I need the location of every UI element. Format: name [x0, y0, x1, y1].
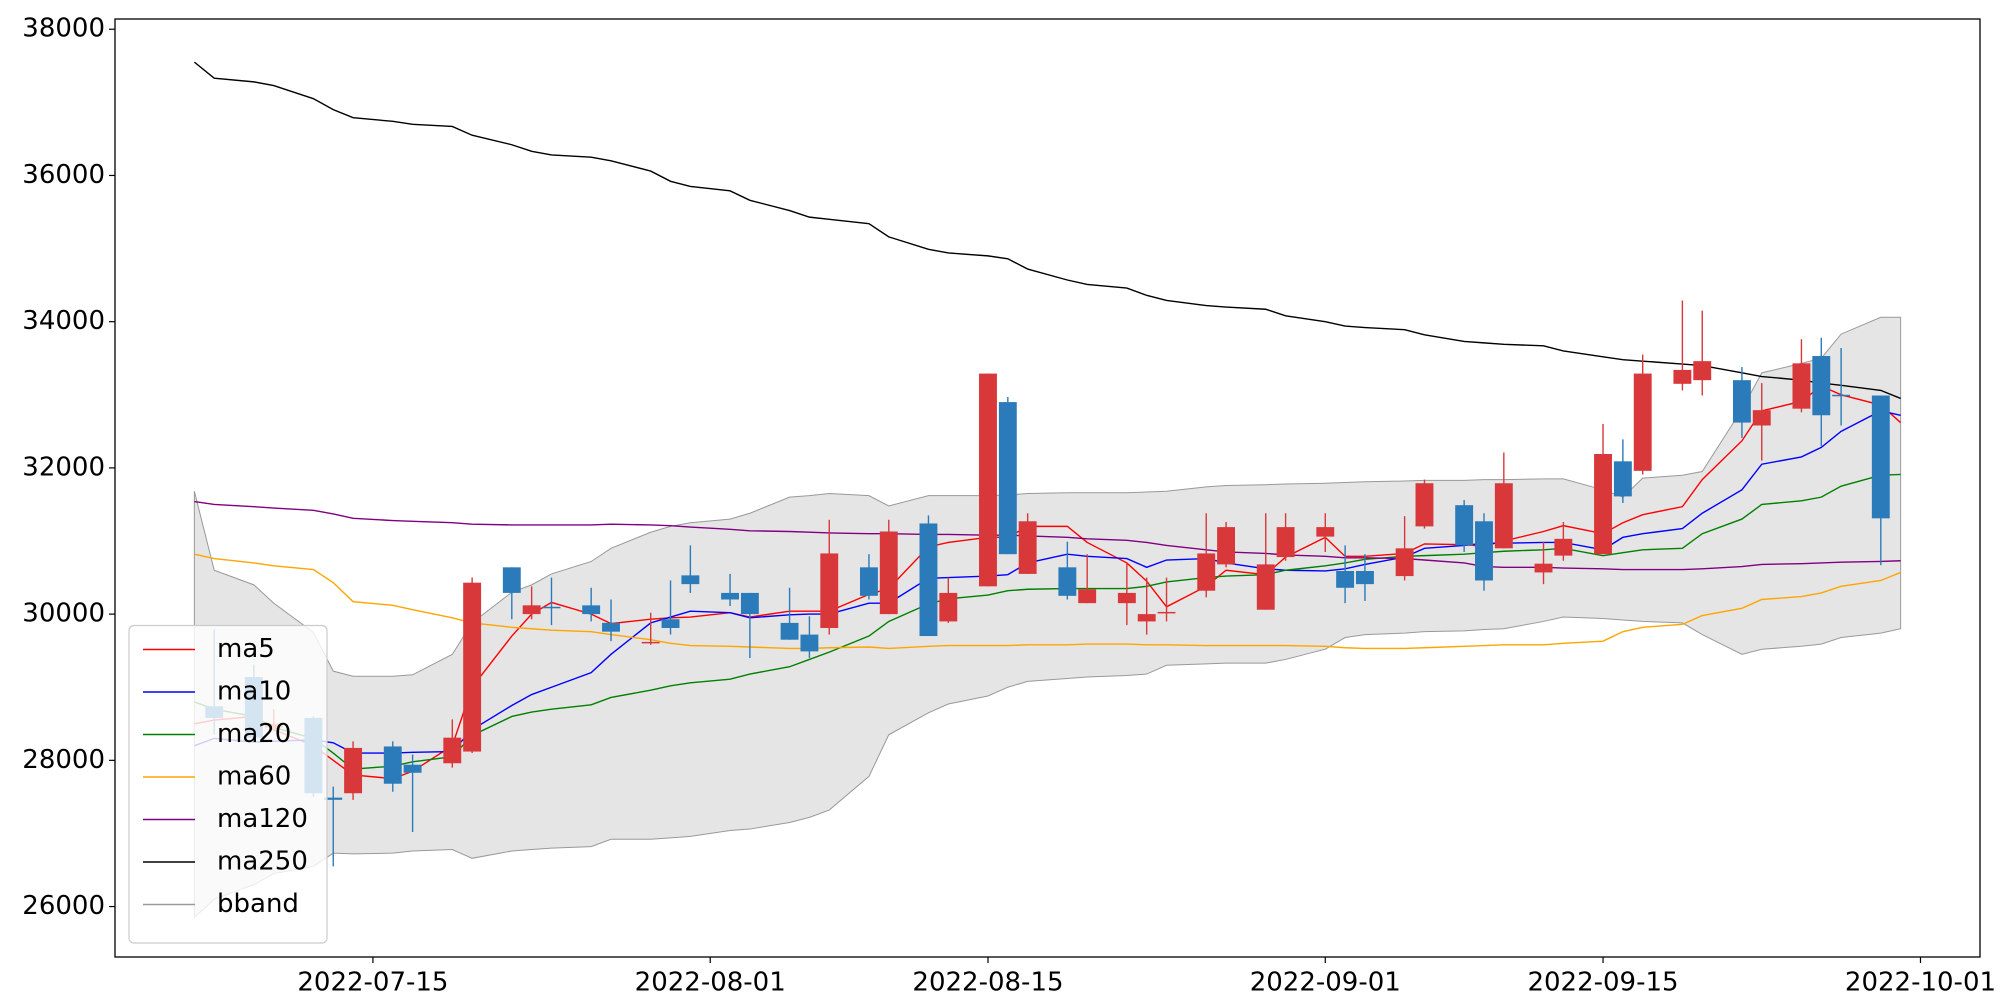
candle-body: [1336, 570, 1355, 588]
candle-body: [800, 634, 819, 652]
candle-body: [602, 622, 620, 632]
candle-body: [1018, 521, 1037, 574]
candle-body: [1554, 538, 1573, 556]
candle-body: [1792, 363, 1811, 409]
candle-body: [641, 641, 660, 644]
y-tick-label: 32000: [22, 452, 105, 482]
candle-body: [403, 764, 422, 773]
candle-body: [939, 592, 958, 622]
y-tick-label: 26000: [22, 891, 105, 921]
legend-label: ma120: [217, 804, 308, 834]
candle-body: [1673, 369, 1692, 384]
legend-label: ma60: [217, 762, 291, 792]
y-tick-label: 30000: [22, 599, 105, 629]
candle-body: [721, 592, 740, 600]
candle-body: [1395, 548, 1414, 577]
candle-body: [1594, 454, 1612, 555]
candle-body: [1832, 394, 1851, 397]
legend: ma5 ma10 ma20 ma60 ma120 ma250 bband: [128, 624, 328, 944]
candle-body: [324, 797, 343, 800]
y-tick-label: 34000: [22, 306, 105, 336]
legend-label: bband: [217, 889, 299, 919]
candle-body: [1415, 483, 1434, 527]
candle-body: [1117, 592, 1136, 604]
candle-body: [582, 605, 601, 615]
candle-body: [383, 746, 402, 784]
candle-body: [1316, 527, 1335, 537]
plot-frame: [114, 18, 1981, 958]
ma-line: [194, 500, 1901, 571]
candle-body: [1613, 461, 1632, 497]
candle-body: [979, 373, 997, 587]
x-tick-label: 2022-08-15: [912, 968, 1063, 998]
x-tick-label: 2022-07-15: [297, 968, 448, 998]
legend-label: ma5: [217, 634, 275, 664]
x-tick-label: 2022-08-01: [635, 968, 786, 998]
candle-body: [879, 531, 898, 615]
candle-body: [443, 737, 462, 764]
candle-body: [1871, 395, 1890, 519]
y-tick-label: 38000: [22, 14, 105, 44]
candle-body: [820, 553, 839, 629]
x-tick-label: 2022-09-15: [1527, 968, 1678, 998]
ma-line: [193, 61, 1901, 400]
legend-box: [128, 624, 328, 944]
candle-body: [1276, 527, 1295, 558]
bollinger-band: [193, 316, 1902, 919]
candle-body: [522, 605, 541, 615]
candle-body: [1058, 567, 1077, 596]
candle-body: [1693, 361, 1712, 381]
candle-body: [1078, 589, 1097, 604]
legend-label: ma20: [217, 719, 291, 749]
candle-body: [1475, 521, 1493, 581]
candle-body: [1633, 373, 1652, 471]
candle-body: [1197, 553, 1216, 591]
candle-body: [998, 402, 1017, 555]
candle-body: [661, 619, 680, 629]
candle-body: [1534, 563, 1553, 573]
candle-body: [1455, 505, 1474, 546]
x-tick-label: 2022-10-01: [1845, 968, 1996, 998]
y-tick-label: 36000: [22, 160, 105, 190]
candle-body: [1157, 611, 1176, 614]
candle-body: [1217, 527, 1236, 565]
x-tick-label: 2022-09-01: [1250, 968, 1401, 998]
candle-body: [740, 592, 759, 615]
candle-body: [1732, 380, 1751, 423]
legend-label: ma10: [217, 677, 291, 707]
candle-body: [1137, 614, 1156, 622]
candle-body: [1355, 570, 1374, 585]
candle-body: [1494, 483, 1513, 549]
candle-body: [344, 747, 363, 794]
candle-body: [859, 567, 878, 596]
candle-body: [463, 582, 482, 752]
legend-label: ma250: [217, 847, 308, 877]
candle-body: [1752, 410, 1771, 426]
candle-body: [681, 575, 700, 585]
candle-body: [919, 523, 938, 637]
y-tick-label: 28000: [22, 745, 105, 775]
candle-body: [1256, 564, 1275, 610]
candle-body: [1812, 356, 1831, 416]
candle-body: [542, 606, 561, 609]
candle-body: [780, 622, 799, 640]
candle-body: [502, 567, 521, 593]
